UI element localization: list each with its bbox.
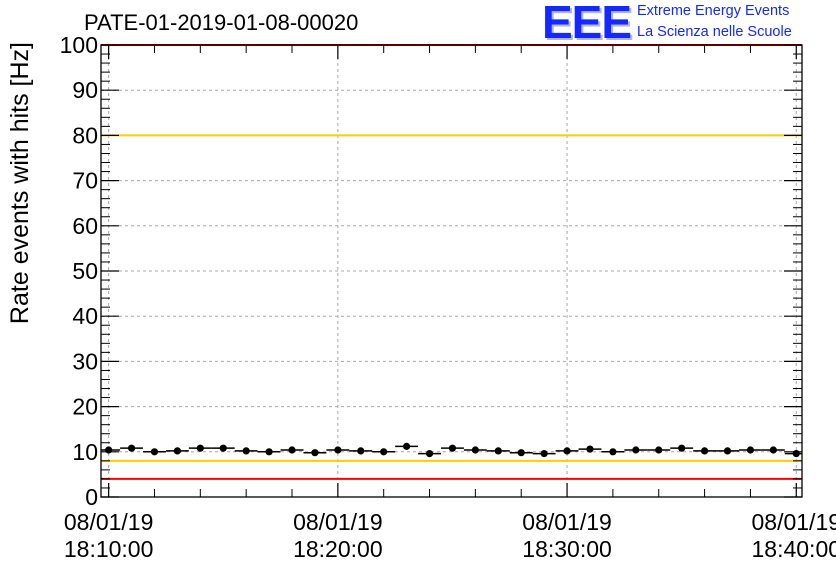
y-tick-label: 90 bbox=[72, 77, 98, 103]
data-point bbox=[105, 446, 113, 454]
data-point bbox=[678, 444, 686, 452]
x-tick-label-time: 18:30:00 bbox=[522, 536, 612, 562]
grid-lines bbox=[101, 45, 802, 497]
data-point bbox=[448, 444, 457, 452]
data-point bbox=[219, 444, 227, 452]
x-tick-label-date: 08/01/19 bbox=[64, 509, 154, 535]
data-point bbox=[380, 448, 388, 456]
logo-mark: EEE bbox=[542, 0, 632, 48]
x-tick-label-date: 08/01/19 bbox=[522, 509, 612, 535]
x-tick-label-time: 18:40:00 bbox=[752, 536, 836, 562]
data-point bbox=[746, 446, 755, 454]
y-tick-label: 10 bbox=[72, 439, 98, 465]
y-tick-label: 0 bbox=[85, 484, 98, 510]
data-point bbox=[150, 448, 159, 456]
data-point bbox=[655, 446, 663, 454]
y-axis-label: Rate events with hits [Hz] bbox=[6, 42, 34, 324]
x-tick-label-date: 08/01/19 bbox=[752, 509, 836, 535]
data-point bbox=[609, 448, 617, 456]
y-tick-label: 50 bbox=[72, 258, 98, 284]
data-point bbox=[563, 447, 571, 455]
data-point bbox=[586, 445, 594, 453]
y-tick-label: 80 bbox=[72, 122, 98, 148]
data-point bbox=[242, 447, 250, 455]
y-tick-label: 70 bbox=[72, 168, 98, 194]
data-point bbox=[471, 446, 479, 454]
x-tick-label-time: 18:10:00 bbox=[64, 536, 154, 562]
data-point bbox=[196, 444, 204, 452]
data-point bbox=[173, 447, 182, 455]
y-tick-labels: 0 10 20 30 40 50 60 70 80 90 100 bbox=[60, 32, 98, 510]
y-tick-label: 30 bbox=[72, 348, 98, 374]
data-point bbox=[540, 450, 548, 458]
logo-subtitle-line1: Extreme Energy Events bbox=[637, 3, 790, 19]
data-point bbox=[334, 446, 342, 454]
data-point bbox=[494, 447, 502, 455]
chart-title: PATE-01-2019-01-08-00020 bbox=[84, 10, 359, 35]
data-point bbox=[127, 444, 136, 452]
x-tick-label-time: 18:20:00 bbox=[293, 536, 383, 562]
axis-ticks bbox=[101, 44, 802, 498]
logo-subtitle-line2: La Scienza nelle Scuole bbox=[637, 24, 792, 40]
data-point bbox=[311, 449, 319, 457]
x-tick-label-date: 08/01/19 bbox=[293, 509, 383, 535]
data-point bbox=[632, 446, 640, 454]
data-point bbox=[288, 446, 296, 454]
data-point bbox=[769, 446, 777, 454]
data-point bbox=[792, 450, 800, 458]
reference-lines bbox=[101, 44, 802, 480]
data-points bbox=[101, 442, 802, 458]
y-tick-label: 60 bbox=[72, 213, 98, 239]
y-tick-label: 100 bbox=[60, 32, 98, 58]
y-tick-label: 20 bbox=[72, 394, 98, 420]
data-point bbox=[517, 449, 525, 457]
data-point bbox=[425, 450, 434, 458]
data-point bbox=[357, 447, 365, 455]
y-tick-label: 40 bbox=[72, 303, 98, 329]
x-tick-labels: 08/01/1918:10:0008/01/1918:20:0008/01/19… bbox=[64, 509, 836, 562]
data-point bbox=[403, 442, 411, 450]
data-point bbox=[723, 447, 732, 455]
data-point bbox=[700, 447, 709, 455]
data-point bbox=[265, 448, 273, 456]
